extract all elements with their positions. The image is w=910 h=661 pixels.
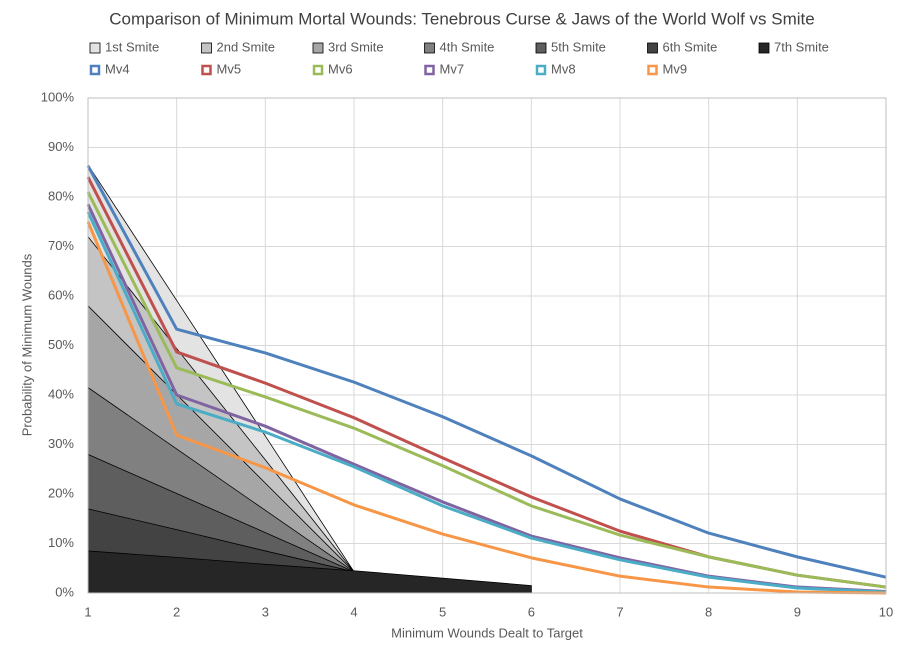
line [86, 191, 887, 589]
legend-label: 4th Smite [440, 39, 495, 54]
x-tick-label: 10 [879, 604, 893, 619]
x-tick-label: 6 [528, 604, 535, 619]
legend-swatch [647, 64, 658, 76]
legend-label: Mv4 [105, 61, 130, 76]
legend-swatch [89, 42, 101, 54]
y-tick-label: 50% [48, 337, 74, 352]
legend-swatch [535, 64, 547, 76]
legend-swatch [424, 42, 435, 54]
legend-label: Mv6 [328, 61, 353, 76]
y-tick-label: 60% [48, 287, 74, 302]
y-axis-title: Probability of Minimum Wounds [19, 253, 34, 436]
y-tick-label: 40% [48, 386, 74, 401]
y-tick-label: 0% [55, 584, 74, 599]
y-tick-label: 90% [48, 139, 74, 154]
legend-label: Mv9 [663, 61, 688, 76]
legend-label: Mv8 [551, 61, 576, 76]
x-tick-label: 2 [173, 604, 180, 619]
line [86, 165, 887, 579]
legend-swatch [758, 42, 770, 54]
plot-border [87, 97, 887, 594]
y-tick-label: 30% [48, 436, 74, 451]
y-tick-label: 20% [48, 485, 74, 500]
legend-swatch [647, 42, 658, 54]
y-tick-label: 100% [41, 89, 75, 104]
y-tick-label: 80% [48, 188, 74, 203]
y-tick-label: 10% [48, 535, 74, 550]
x-tick-label: 4 [350, 604, 357, 619]
legend-label: Mv5 [217, 61, 242, 76]
legend-swatch [201, 42, 212, 54]
x-tick-label: 9 [794, 604, 801, 619]
legend-swatch [312, 64, 324, 76]
x-tick-label: 1 [84, 604, 91, 619]
line [86, 221, 887, 595]
legend-label: 1st Smite [105, 39, 159, 54]
legend-label: Mv7 [440, 61, 465, 76]
legend-swatch [312, 42, 324, 54]
y-tick-label: 70% [48, 238, 74, 253]
x-tick-label: 3 [262, 604, 269, 619]
x-tick-label: 7 [616, 604, 623, 619]
x-tick-label: 5 [439, 604, 446, 619]
legend-swatch [424, 64, 435, 76]
line [86, 211, 887, 594]
x-axis-title: Minimum Wounds Dealt to Target [391, 625, 583, 640]
legend-label: 6th Smite [663, 39, 718, 54]
legend-swatch [89, 64, 101, 76]
legend-label: 7th Smite [774, 39, 829, 54]
area [87, 550, 532, 594]
legend-swatch [535, 42, 547, 54]
chart-title: Comparison of Minimum Mortal Wounds: Ten… [109, 9, 814, 28]
legend-swatch [201, 64, 212, 76]
legend-label: 5th Smite [551, 39, 606, 54]
x-tick-label: 8 [705, 604, 712, 619]
legend-label: 2nd Smite [217, 39, 276, 54]
legend-label: 3rd Smite [328, 39, 384, 54]
